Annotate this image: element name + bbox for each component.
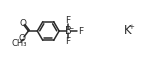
Text: O: O (19, 19, 26, 28)
Text: +: + (129, 24, 134, 30)
Text: F: F (65, 37, 71, 46)
Text: B: B (65, 26, 71, 36)
Text: O: O (19, 34, 26, 43)
Text: −: − (68, 26, 73, 31)
Text: CH₃: CH₃ (12, 39, 27, 48)
Text: F: F (65, 16, 71, 25)
Text: F: F (78, 26, 83, 36)
Text: K: K (124, 24, 131, 38)
